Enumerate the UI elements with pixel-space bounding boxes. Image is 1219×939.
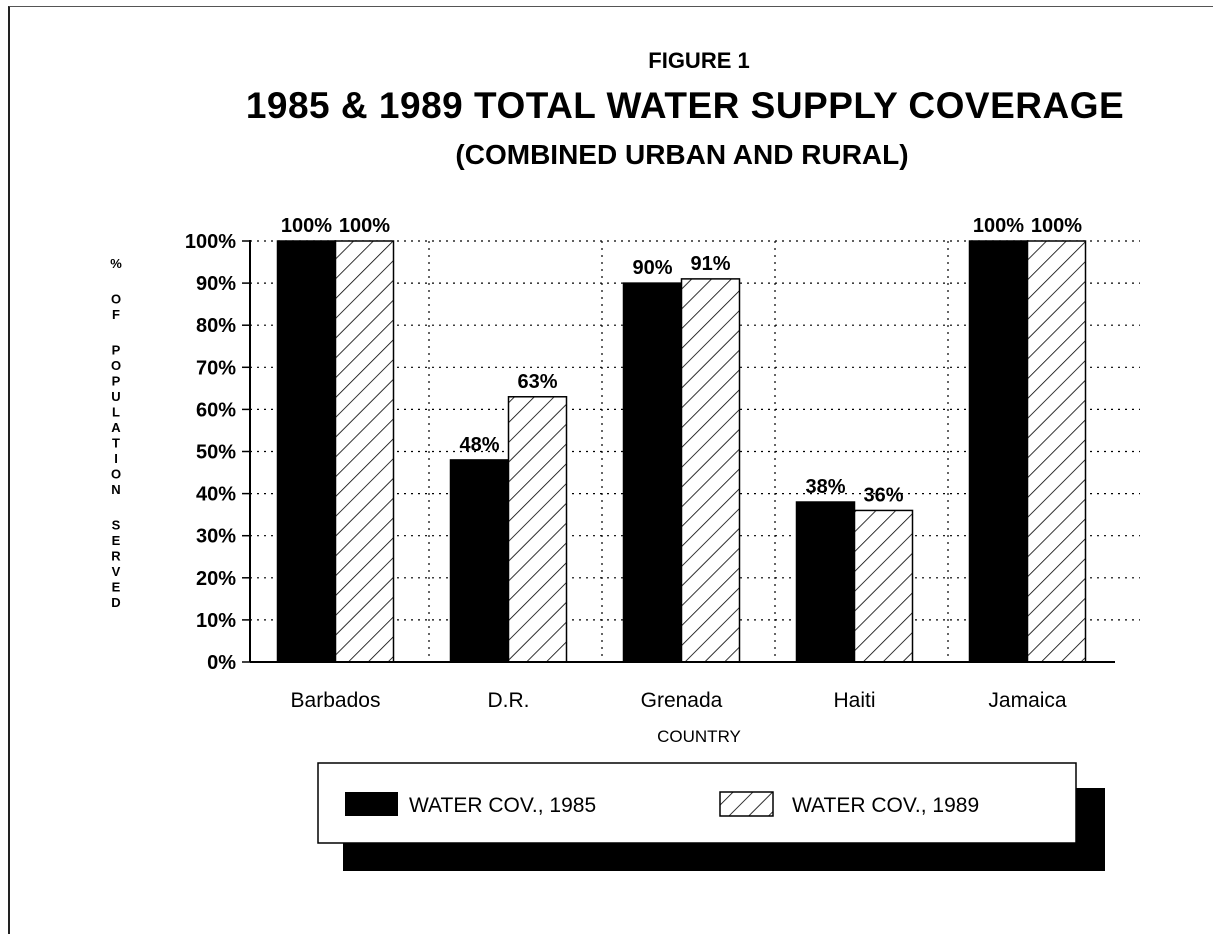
gridlines xyxy=(250,240,1140,662)
data-label: 90% xyxy=(632,257,672,279)
figure-label: FIGURE 1 xyxy=(648,48,749,73)
legend-label-1989: WATER COV., 1989 xyxy=(792,794,979,817)
data-label: 91% xyxy=(690,253,730,275)
x-axis-label: COUNTRY xyxy=(657,727,741,746)
y-axis-label-char: E xyxy=(112,533,121,548)
y-axis-label-char: % xyxy=(110,256,122,271)
data-label: 100% xyxy=(973,215,1024,237)
y-axis-label-char: S xyxy=(112,518,121,533)
data-labels: 100% 100% 48% 63% 90% 91% 38% 36% 100% 100% xyxy=(281,215,1082,506)
y-tick-label: 60% xyxy=(196,399,236,421)
bar-1989 xyxy=(853,509,914,663)
y-tick-label: 10% xyxy=(196,610,236,632)
y-tick-label: 0% xyxy=(207,652,236,674)
data-label: 100% xyxy=(1031,215,1082,237)
y-axis-label-char: A xyxy=(111,420,121,435)
legend: WATER COV., 1985 WATER COV., 1989 xyxy=(317,762,1105,871)
legend-box xyxy=(317,762,1077,844)
x-category-label: Grenada xyxy=(641,689,723,712)
x-category-label: D.R. xyxy=(488,689,530,712)
y-tick-label: 90% xyxy=(196,273,236,295)
data-label: 100% xyxy=(339,215,390,237)
bar-1985 xyxy=(795,501,856,663)
y-tick-label: 70% xyxy=(196,357,236,379)
x-category-label: Haiti xyxy=(833,689,875,712)
data-label: 100% xyxy=(281,215,332,237)
legend-swatch-1985 xyxy=(345,792,398,816)
x-category-label: Barbados xyxy=(291,689,381,712)
bar-1989 xyxy=(1026,240,1087,663)
y-tick-label: 80% xyxy=(196,315,236,337)
y-axis-label-char: T xyxy=(112,436,120,451)
x-axis-categories: Barbados D.R. Grenada Haiti Jamaica xyxy=(291,689,1067,712)
y-axis-label-char: R xyxy=(111,549,121,564)
data-label: 36% xyxy=(863,484,903,506)
y-axis-label-char: E xyxy=(112,580,121,595)
data-label: 38% xyxy=(805,476,845,498)
y-axis-label-char: L xyxy=(112,405,120,420)
bar-1985 xyxy=(968,240,1029,663)
y-axis-label-char: O xyxy=(111,358,121,373)
bar-1985 xyxy=(449,459,510,663)
bar-1985 xyxy=(276,240,337,663)
x-category-label: Jamaica xyxy=(988,689,1067,712)
y-axis-label-char: U xyxy=(111,389,120,404)
y-tick-label: 50% xyxy=(196,442,236,464)
y-axis-label-char: D xyxy=(111,595,120,610)
figure-frame xyxy=(8,6,1213,934)
bar-1989 xyxy=(507,396,568,663)
bars xyxy=(276,240,1087,663)
legend-label-1985: WATER COV., 1985 xyxy=(409,794,596,817)
chart-subtitle: (COMBINED URBAN AND RURAL) xyxy=(455,139,908,170)
y-axis-label-char: N xyxy=(111,482,120,497)
legend-swatch-1989 xyxy=(719,791,774,817)
bar-1985 xyxy=(622,282,683,663)
y-axis-label-char: P xyxy=(112,374,121,389)
data-label: 48% xyxy=(459,434,499,456)
y-axis-label-char: O xyxy=(111,292,121,307)
y-axis-ticks: 0% 10% 20% 30% 40% 50% 60% 70% 80% 90% 100% xyxy=(185,231,250,674)
y-tick-label: 100% xyxy=(185,231,236,253)
y-tick-label: 30% xyxy=(196,526,236,548)
y-axis-label-char: P xyxy=(112,343,121,358)
y-tick-label: 40% xyxy=(196,484,236,506)
y-axis-label-char: V xyxy=(112,564,121,579)
bar-1989 xyxy=(334,240,395,663)
y-axis-label-char: O xyxy=(111,467,121,482)
data-label: 63% xyxy=(517,371,557,393)
bar-1989 xyxy=(680,278,741,663)
y-tick-label: 20% xyxy=(196,568,236,590)
chart-title: 1985 & 1989 TOTAL WATER SUPPLY COVERAGE xyxy=(246,85,1124,126)
y-axis-label-char: F xyxy=(112,307,120,322)
y-axis-label-char: I xyxy=(114,451,118,466)
